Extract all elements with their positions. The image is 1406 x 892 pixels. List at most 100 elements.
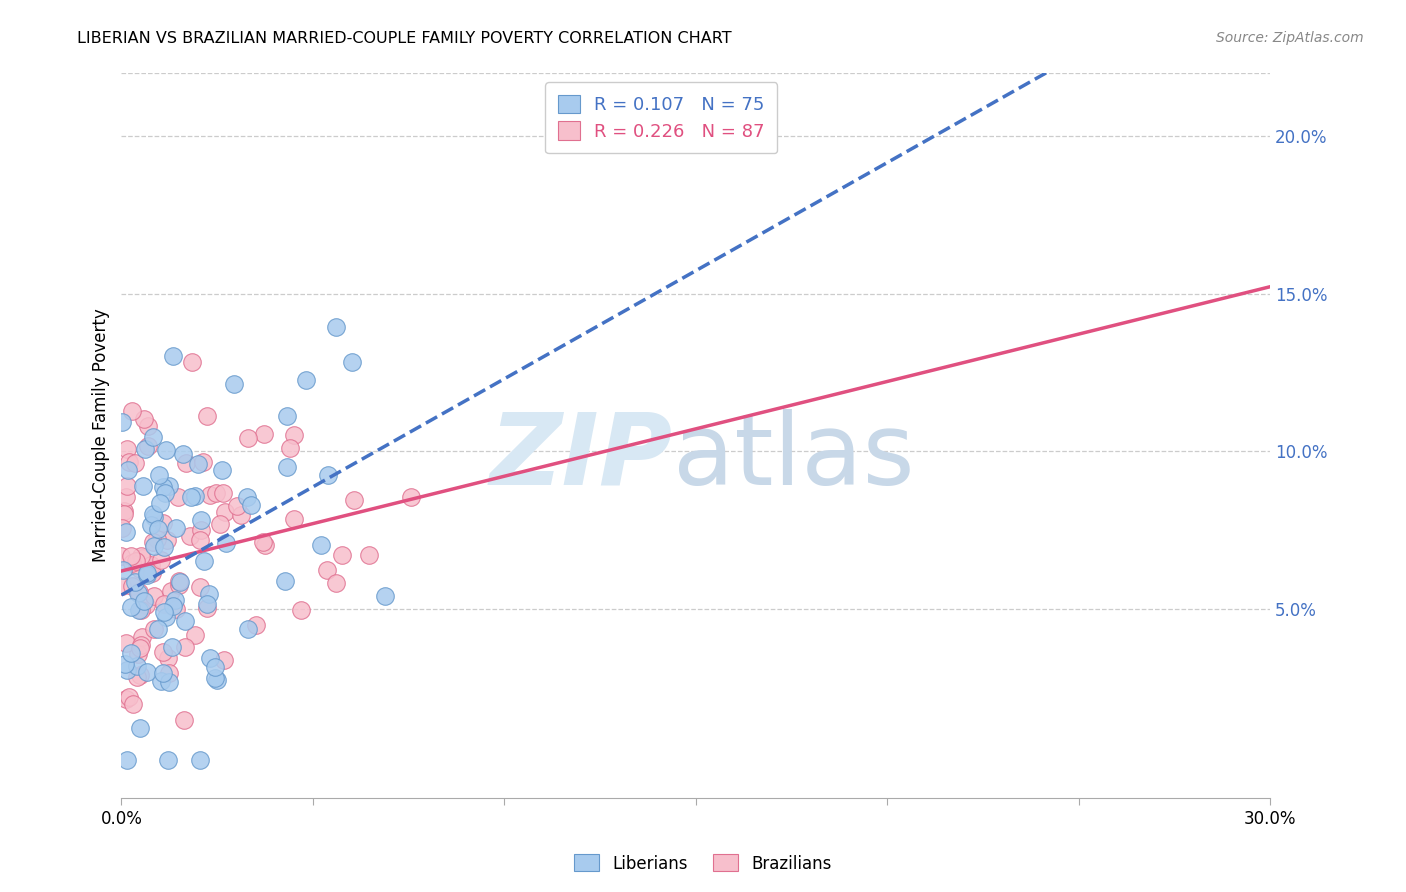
Point [142,507,165,521]
Point [173,713,195,727]
Point [138,418,160,433]
Point [173,614,195,628]
Legend: R = 0.107   N = 75, R = 0.226   N = 87: R = 0.107 N = 75, R = 0.226 N = 87 [546,82,778,153]
Point [276,409,298,424]
Point [311,538,333,552]
Point [373,589,395,603]
Point [152,480,174,494]
Point [152,645,174,659]
Point [125,554,148,568]
Point [214,653,236,667]
Point [172,447,194,461]
Point [153,540,176,554]
Point [120,600,142,615]
Point [180,490,202,504]
Point [195,600,218,615]
Point [129,562,152,576]
Point [188,753,211,767]
Point [136,439,159,453]
Point [169,575,191,590]
Point [129,668,152,682]
Point [157,479,180,493]
Y-axis label: Married-Couple Family Poverty: Married-Couple Family Poverty [93,309,110,563]
Point [184,628,207,642]
Point [131,550,153,565]
Point [188,580,211,594]
Point [276,460,298,475]
Point [150,552,173,566]
Point [315,563,337,577]
Point [283,427,305,442]
Point [143,623,166,637]
Point [121,579,143,593]
Point [205,673,228,687]
Point [166,490,188,504]
Point [129,641,152,656]
Point [238,622,260,636]
Point [117,690,139,705]
Point [222,376,245,391]
Point [111,521,134,535]
Point [121,697,143,711]
Point [135,567,157,582]
Point [114,657,136,672]
Point [110,549,132,563]
Point [193,554,215,568]
Point [150,673,173,688]
Point [174,456,197,470]
Point [132,479,155,493]
Point [274,574,297,589]
Point [240,498,263,512]
Point [295,373,318,387]
Point [325,320,347,334]
Point [231,508,253,522]
Point [290,603,312,617]
Point [118,455,141,469]
Point [162,350,184,364]
Point [142,590,165,604]
Point [211,463,233,477]
Point [148,522,170,536]
Point [253,427,276,442]
Point [204,671,226,685]
Point [124,456,146,470]
Point [146,623,169,637]
Point [155,443,177,458]
Point [117,463,139,477]
Point [174,640,197,655]
Point [139,558,162,573]
Point [115,664,138,678]
Point [115,692,138,706]
Point [142,539,165,553]
Point [157,675,180,690]
Point [252,535,274,549]
Point [205,486,228,500]
Point [181,355,204,369]
Point [128,603,150,617]
Point [187,458,209,472]
Point [112,508,135,522]
Point [141,518,163,533]
Point [157,665,180,680]
Point [179,529,201,543]
Point [190,523,212,537]
Point [121,403,143,417]
Point [146,533,169,547]
Point [148,468,170,483]
Point [162,599,184,613]
Point [142,429,165,443]
Point [153,605,176,619]
Point [198,650,221,665]
Point [132,593,155,607]
Point [127,585,149,599]
Point [283,512,305,526]
Point [152,665,174,680]
Point [131,630,153,644]
Point [115,636,138,650]
Point [343,493,366,508]
Point [129,638,152,652]
Point [195,597,218,611]
Point [342,355,364,369]
Point [153,486,176,500]
Point [167,574,190,588]
